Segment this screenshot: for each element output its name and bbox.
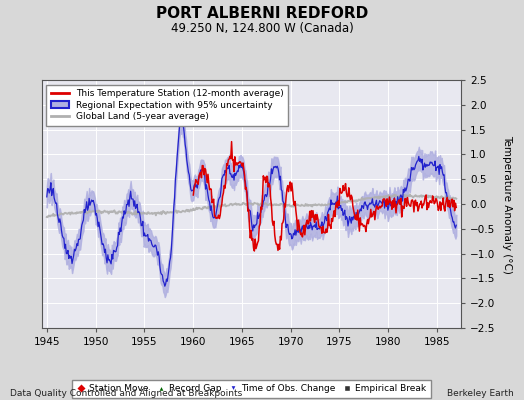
Y-axis label: Temperature Anomaly (°C): Temperature Anomaly (°C) (502, 134, 512, 274)
Text: PORT ALBERNI REDFORD: PORT ALBERNI REDFORD (156, 6, 368, 21)
Legend: Station Move, Record Gap, Time of Obs. Change, Empirical Break: Station Move, Record Gap, Time of Obs. C… (72, 380, 431, 398)
Text: Berkeley Earth: Berkeley Earth (447, 389, 514, 398)
Text: Data Quality Controlled and Aligned at Breakpoints: Data Quality Controlled and Aligned at B… (10, 389, 243, 398)
Text: 49.250 N, 124.800 W (Canada): 49.250 N, 124.800 W (Canada) (171, 22, 353, 35)
